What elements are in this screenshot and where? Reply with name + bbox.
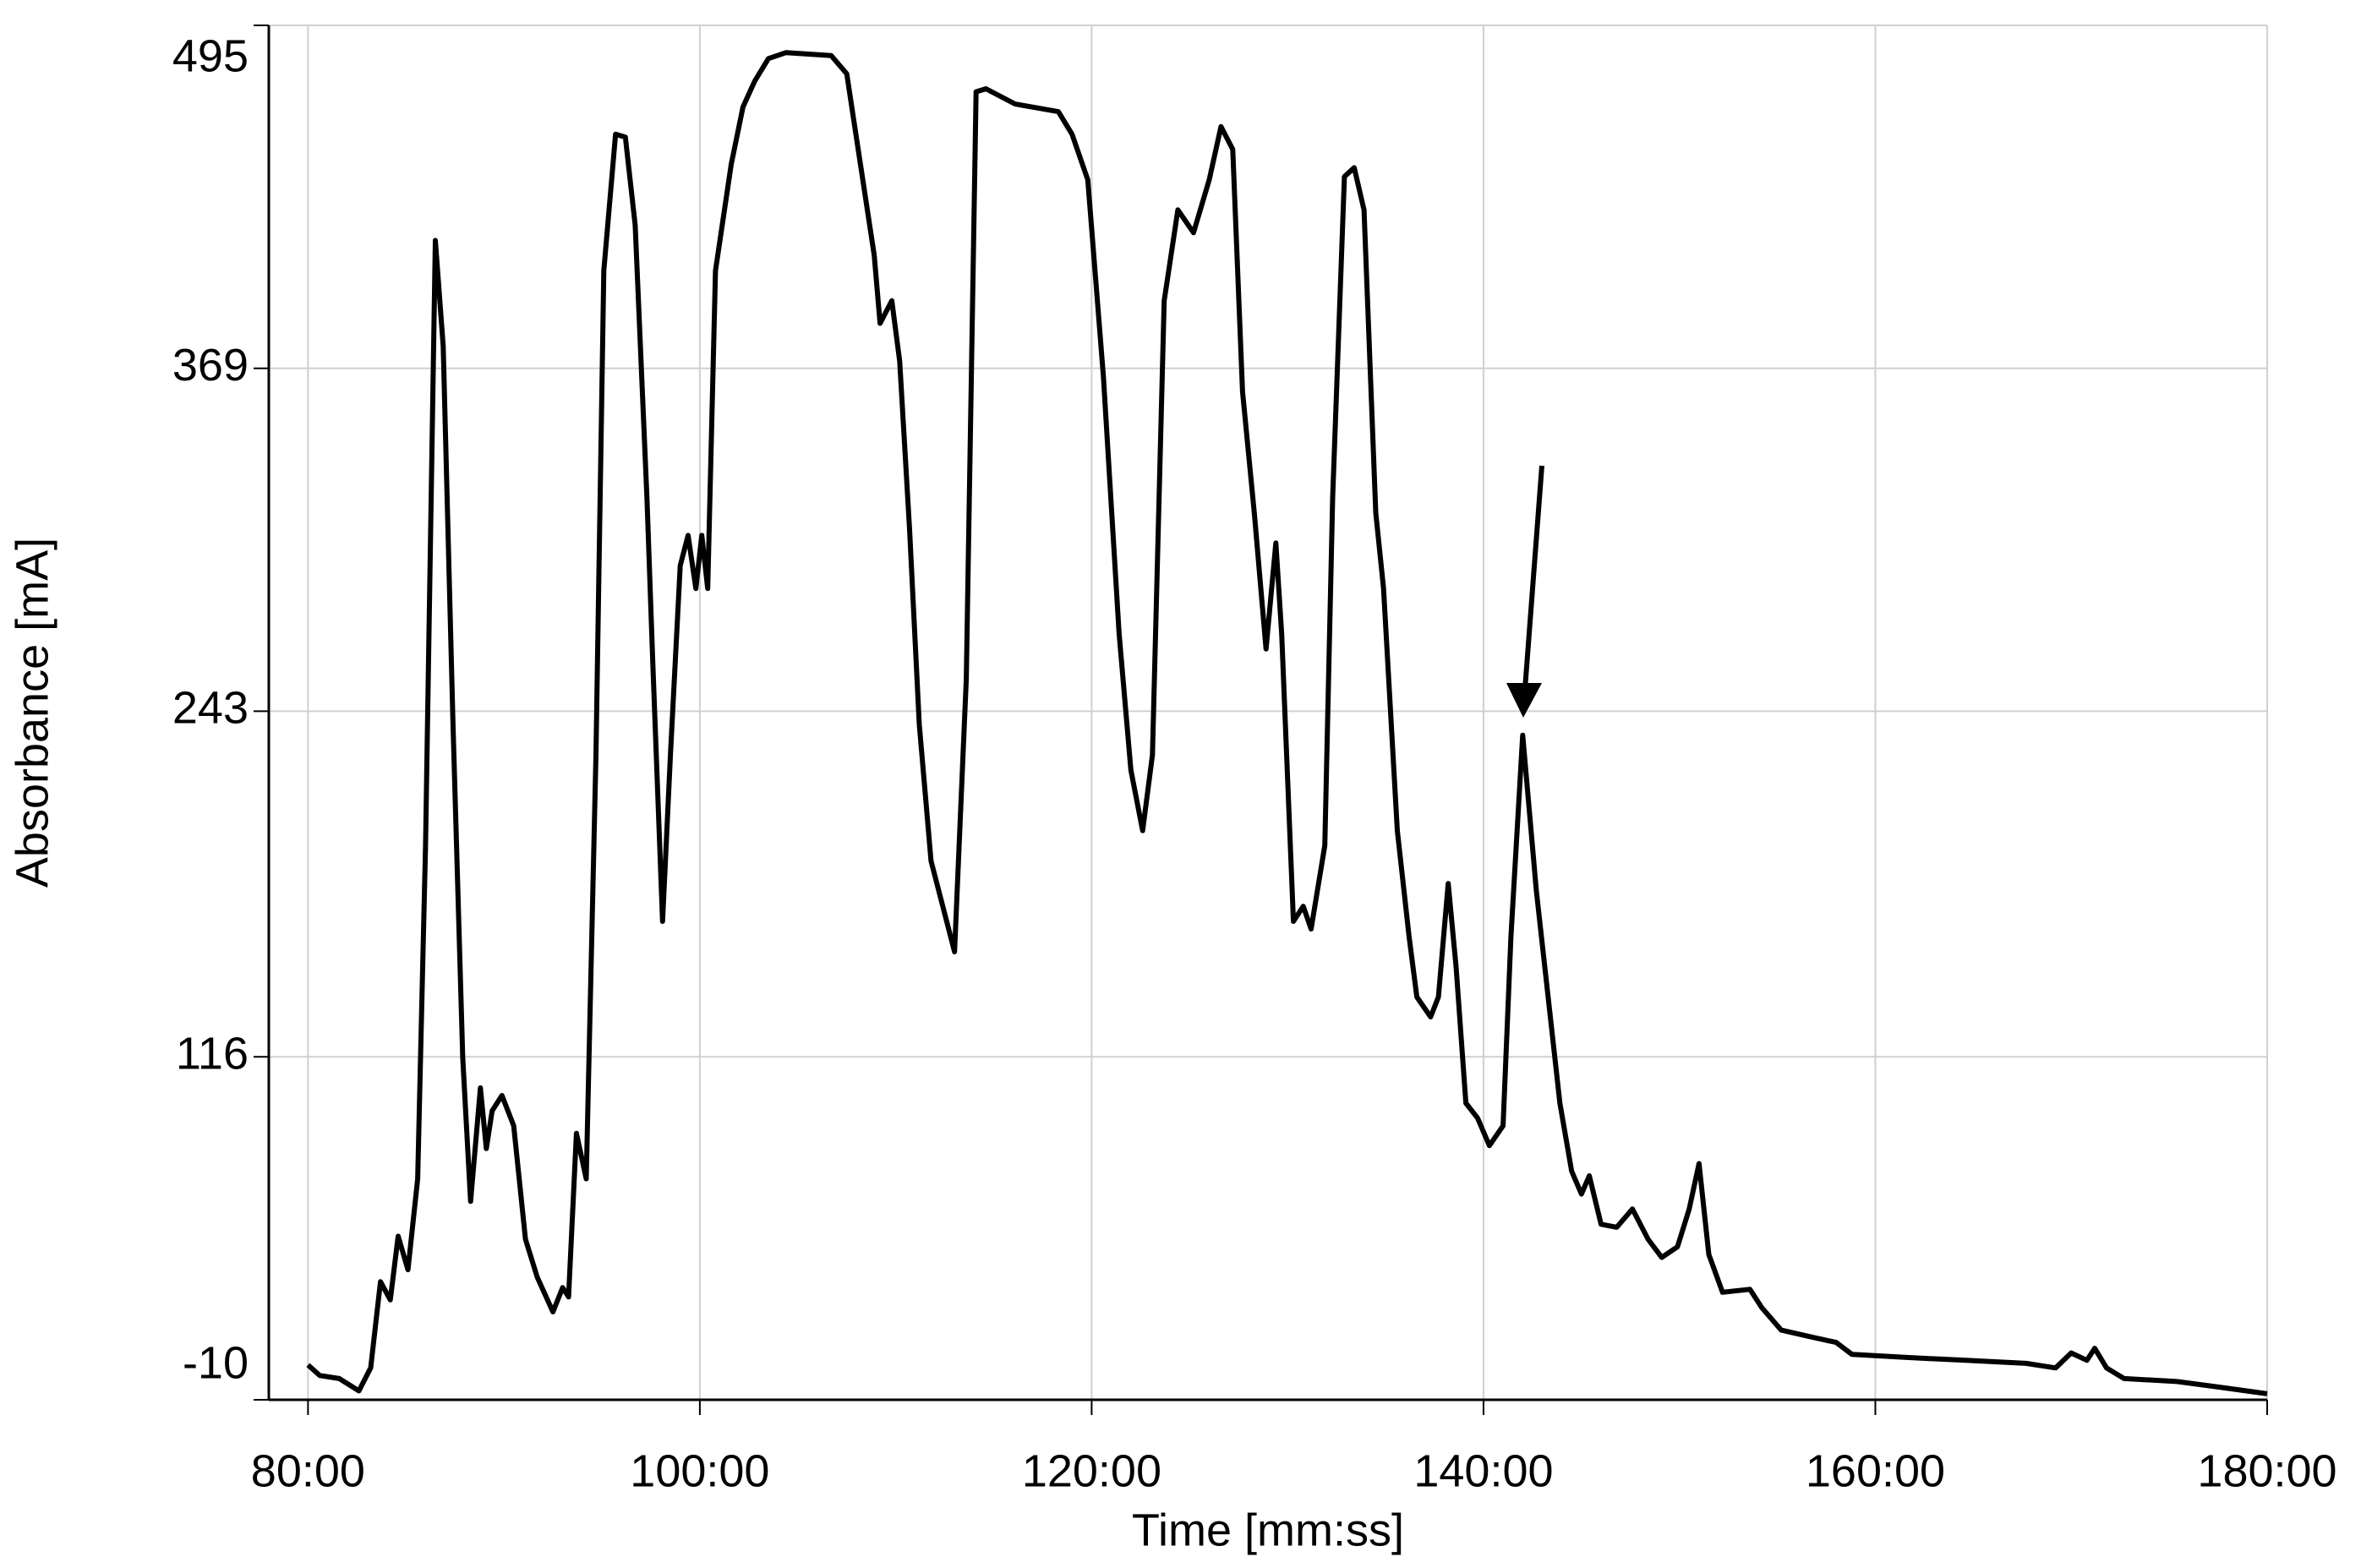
arrow-shaft [1522, 465, 1544, 690]
y-tick-label: 243 [172, 683, 249, 734]
y-tick-label: 369 [172, 340, 249, 391]
data-line [306, 50, 2268, 1396]
arrow [1506, 465, 1544, 718]
x-axis-label: Time [mm:ss] [1132, 1505, 1404, 1555]
x-tick-label: 80:00 [251, 1445, 365, 1496]
x-tick-label: 100:00 [630, 1445, 769, 1496]
arrow-head [1506, 683, 1542, 718]
x-tick-label: 140:00 [1413, 1445, 1553, 1496]
grid [269, 25, 2268, 1401]
y-tick-label: 116 [176, 1029, 249, 1079]
y-axis-label: Absorbance [mA] [7, 538, 57, 888]
y-tick-label: 495 [172, 30, 249, 81]
x-tick-label: 180:00 [2197, 1445, 2336, 1496]
y-tick-label: -10 [183, 1337, 249, 1388]
x-tick-label: 120:00 [1022, 1445, 1161, 1496]
x-tick-label: 160:00 [1806, 1445, 1945, 1496]
